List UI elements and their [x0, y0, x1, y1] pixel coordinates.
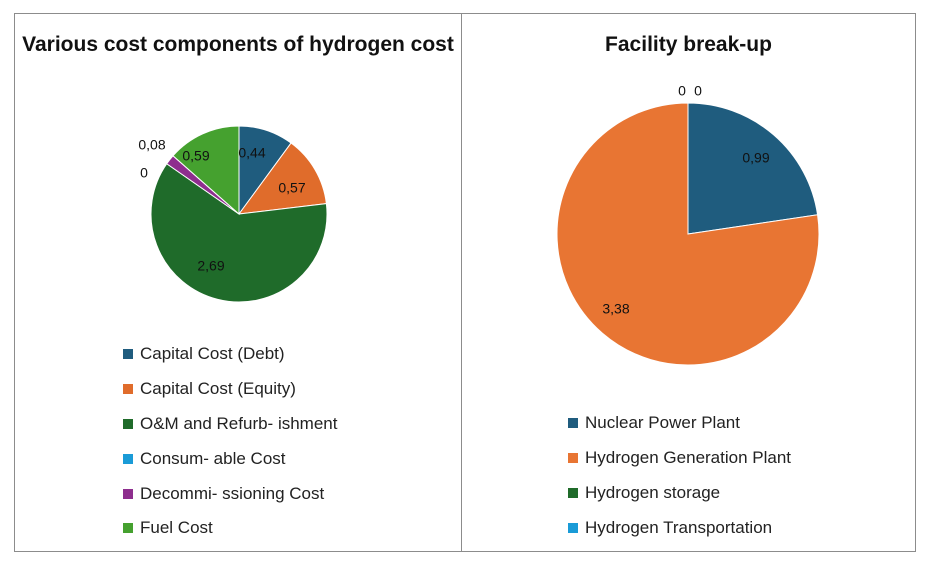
pie-slice-fuel-cost: [172, 125, 240, 216]
data-label-capital-cost-equity: 0,57: [278, 180, 305, 196]
legend-swatch: [123, 384, 133, 395]
legend-item-capital-cost-debt: Capital Cost (Debt): [123, 337, 337, 372]
legend-item-nuclear-power-plant: Nuclear Power Plant: [568, 406, 791, 441]
legend-label: Hydrogen Transportation: [585, 517, 773, 537]
legend-label: Hydrogen storage: [585, 482, 721, 502]
legend-label: Capital Cost (Debt): [140, 344, 285, 364]
pie-slice-hydrogen-generation-plant: [556, 102, 820, 366]
legend-item-hydrogen-storage: Hydrogen storage: [568, 476, 791, 511]
data-label-capital-cost-debt: 0,44: [238, 145, 265, 161]
data-label-consum-able-cost: 0: [140, 165, 148, 181]
data-label-decommi-ssioning-cost: 0,08: [138, 137, 165, 153]
facility-breakup-pie: 0,99 3,38 0 0: [556, 83, 820, 366]
legend-swatch: [123, 523, 133, 534]
data-label-hydrogen-generation-plant: 3,38: [602, 301, 629, 317]
chart-title: Facility break-up: [605, 33, 772, 56]
legend-item-hydrogen-transportation: Hydrogen Transportation: [568, 510, 791, 545]
legend-item-o-m-and-refurb-ishment: O&M and Refurb- ishment: [123, 407, 337, 442]
legend-swatch: [123, 488, 133, 499]
legend-item-hydrogen-generation-plant: Hydrogen Generation Plant: [568, 441, 791, 476]
legend-item-decommi-ssioning-cost: Decommi- ssioning Cost: [123, 476, 337, 511]
data-label-fuel-cost: 0,59: [182, 148, 209, 164]
facility-breakup-legend: Nuclear Power Plant Hydrogen Generation P…: [568, 406, 791, 545]
legend-swatch: [568, 418, 578, 429]
legend-label: Capital Cost (Equity): [140, 379, 296, 399]
legend-swatch: [123, 418, 133, 429]
cost-components-pie: 0,44 0,57 2,69 0 0,08 0,59: [138, 125, 328, 303]
data-label-o-m-and-refurb-ishment: 2,69: [197, 258, 224, 274]
legend-swatch: [568, 453, 578, 464]
data-label-nuclear-power-plant: 0,99: [742, 150, 769, 166]
legend-label: O&M and Refurb- ishment: [140, 413, 338, 433]
chart-title: Various cost components of hydrogen cost: [22, 33, 454, 56]
legend-item-consum-able-cost: Consum- able Cost: [123, 441, 337, 476]
data-label-hydrogen-transportation: 0: [694, 83, 702, 99]
legend-swatch: [568, 522, 578, 533]
legend-swatch: [123, 453, 133, 464]
legend-label: Hydrogen Generation Plant: [585, 448, 792, 468]
cost-components-chart-panel: Various cost components of hydrogen cost…: [14, 13, 462, 552]
legend-swatch: [123, 349, 133, 360]
pie-slice-capital-cost-equity: [237, 142, 327, 215]
legend-item-capital-cost-equity: Capital Cost (Equity): [123, 372, 337, 407]
pie-slice-o-m-and-refurb-ishment: [150, 163, 328, 303]
legend-swatch: [568, 487, 578, 498]
legend-label: Fuel Cost: [140, 518, 213, 538]
legend-label: Nuclear Power Plant: [585, 413, 740, 433]
legend-label: Decommi- ssioning Cost: [140, 483, 325, 503]
legend-item-fuel-cost: Fuel Cost: [123, 511, 337, 546]
cost-components-legend: Capital Cost (Debt) Capital Cost (Equity)…: [123, 337, 337, 546]
legend-label: Consum- able Cost: [140, 448, 286, 468]
data-label-hydrogen-storage: 0: [678, 83, 686, 99]
facility-breakup-chart-panel: Facility break-up 0,99 3,38 0 0 Nuclear Pow…: [461, 13, 916, 552]
pie-slice-nuclear-power-plant: [687, 102, 819, 235]
